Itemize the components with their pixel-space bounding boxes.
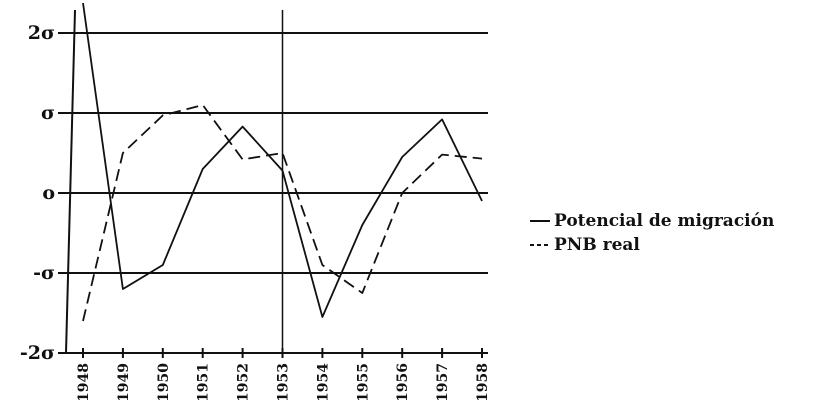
x-tick-label: 1954 <box>315 363 331 400</box>
x-tick-label: 1956 <box>395 363 411 400</box>
y-tick-label: 2σ <box>28 22 55 44</box>
x-tick-label: 1952 <box>236 363 252 400</box>
x-tick-label: 1957 <box>435 363 451 400</box>
series-line-potencial-migracion <box>82 2 483 318</box>
x-tick-label: 1955 <box>355 363 371 400</box>
series-layer <box>82 2 483 322</box>
x-tick-label: 1948 <box>76 363 92 400</box>
y-axis <box>65 9 76 354</box>
legend-entry: Potencial de migración <box>554 211 774 231</box>
x-tick-label: 1958 <box>475 363 491 400</box>
y-tick-label: -σ <box>33 262 55 284</box>
y-tick-label: o <box>42 182 55 204</box>
y-tick-label: -2σ <box>20 342 55 364</box>
legend-entry: PNB real <box>554 235 640 255</box>
x-tick-label: 1949 <box>116 363 132 400</box>
grid-layer <box>65 32 488 274</box>
axis-layer <box>58 9 488 358</box>
legend: Potencial de migración PNB real <box>530 211 774 255</box>
label-layer: 2σ σ o -σ -2σ 1948 1949 1950 1951 1952 1953 1954 195… <box>20 22 491 400</box>
y-tick-label: σ <box>41 102 55 124</box>
x-tick-label: 1951 <box>196 363 212 400</box>
x-tick-label: 1950 <box>156 363 172 400</box>
x-tick-label: 1953 <box>276 363 292 400</box>
series-line-pnb-real <box>82 104 483 322</box>
